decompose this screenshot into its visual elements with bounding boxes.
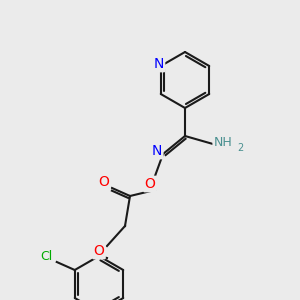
Text: N: N (154, 57, 164, 71)
Text: O: O (94, 244, 104, 258)
Text: 2: 2 (237, 143, 243, 153)
Text: N: N (152, 144, 162, 158)
Text: O: O (145, 177, 155, 191)
Text: O: O (99, 175, 110, 189)
Text: NH: NH (214, 136, 232, 148)
Text: Cl: Cl (40, 250, 53, 263)
